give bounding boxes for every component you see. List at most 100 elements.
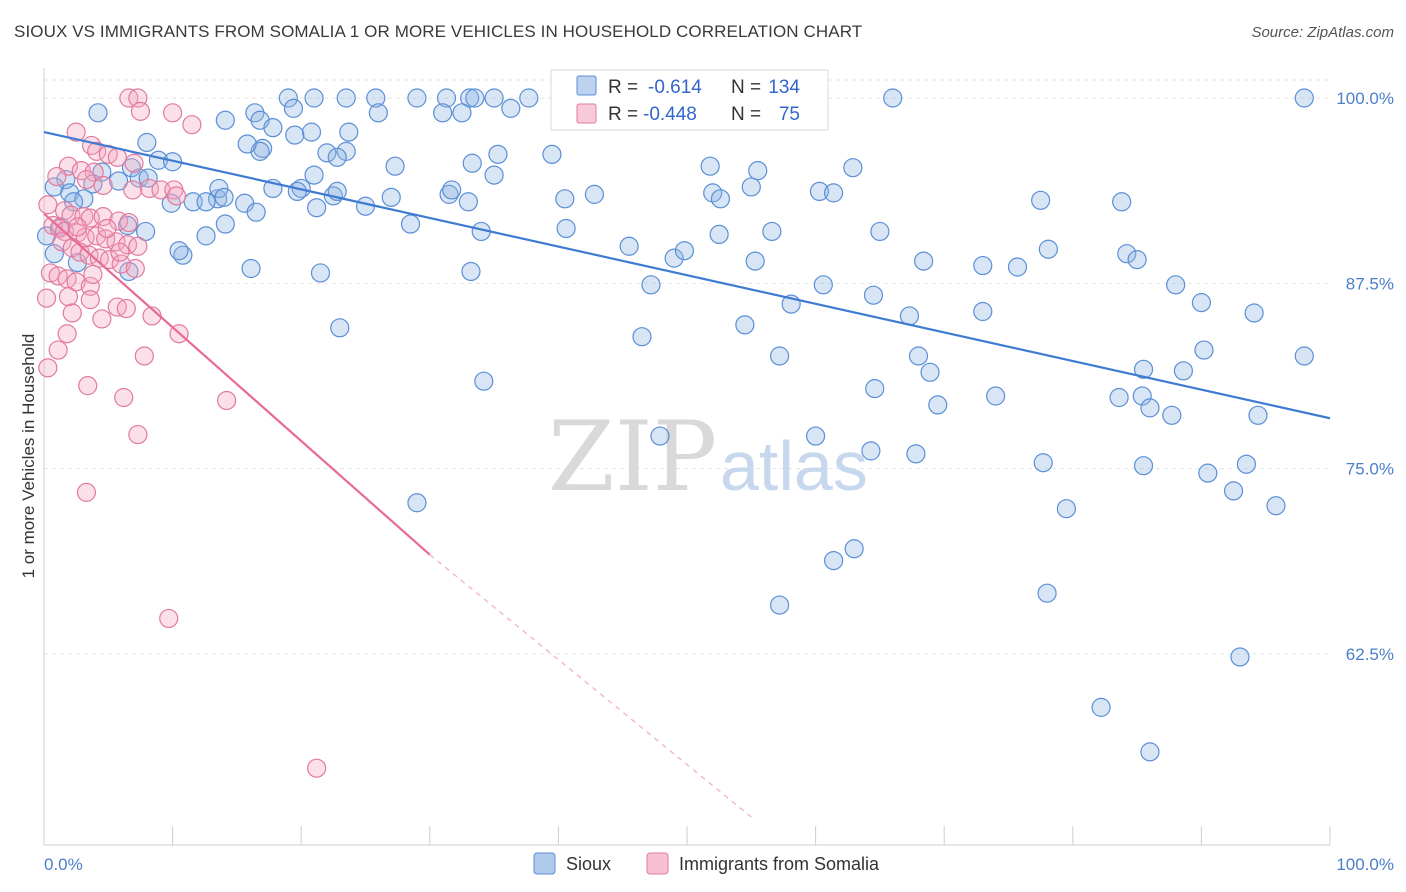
data-point: [824, 183, 844, 203]
data-point: [986, 386, 1006, 406]
data-point: [108, 211, 129, 231]
data-point: [1194, 340, 1214, 360]
data-point: [307, 758, 327, 778]
data-point: [163, 103, 183, 123]
data-points: [36, 88, 1314, 778]
source-credit: Source: ZipAtlas.com: [1251, 24, 1394, 41]
data-point: [253, 138, 273, 159]
data-point: [283, 98, 304, 118]
legend-n-label: N =: [731, 77, 761, 98]
data-point: [116, 298, 136, 319]
data-point: [209, 178, 229, 199]
data-point: [47, 166, 67, 187]
data-point: [196, 226, 216, 246]
data-point: [824, 550, 844, 571]
data-point: [304, 165, 324, 185]
data-point: [555, 189, 575, 209]
data-point: [914, 251, 934, 271]
data-point: [1223, 481, 1244, 501]
data-point: [1033, 453, 1053, 473]
data-point: [436, 88, 457, 108]
data-point: [214, 187, 234, 207]
legend-n-value-sioux: 134: [768, 77, 800, 98]
data-point: [310, 263, 331, 283]
data-point: [809, 181, 830, 202]
data-point: [1266, 496, 1286, 516]
data-point: [307, 198, 327, 218]
data-point: [519, 88, 539, 108]
data-point: [128, 424, 148, 445]
legend-n-label: N =: [731, 104, 761, 125]
data-point: [301, 122, 322, 142]
data-point: [169, 241, 189, 261]
legend-r-label: R =: [608, 104, 638, 125]
data-point: [278, 88, 298, 108]
data-point: [38, 195, 58, 215]
tick-labels: 62.5% 75.0% 87.5% 100.0% 0.0% 100.0%: [44, 89, 1394, 874]
trend-line: [43, 212, 431, 556]
data-point: [1056, 499, 1076, 519]
watermark-atlas: atlas: [720, 427, 868, 505]
data-point: [137, 132, 157, 153]
data-point: [88, 103, 108, 123]
data-point: [1007, 257, 1028, 277]
data-point: [973, 255, 993, 276]
data-point: [339, 122, 359, 142]
data-point: [920, 362, 940, 382]
data-point: [805, 426, 826, 446]
data-point: [863, 285, 884, 305]
data-point: [769, 595, 790, 615]
data-point: [125, 258, 145, 279]
data-point: [709, 224, 729, 245]
data-point: [844, 539, 864, 559]
data-point: [40, 263, 61, 283]
data-point: [66, 272, 86, 292]
legend-swatch-sioux: [576, 75, 597, 96]
data-point: [1112, 192, 1132, 212]
data-point: [442, 180, 462, 200]
data-point: [1166, 275, 1186, 295]
trend-lines: [43, 131, 1331, 818]
data-point: [484, 165, 504, 185]
data-point: [906, 444, 926, 464]
data-point: [114, 387, 134, 408]
data-point: [735, 315, 755, 335]
data-point: [460, 88, 480, 108]
data-point: [385, 156, 405, 176]
data-point: [1127, 250, 1147, 270]
data-point: [748, 161, 768, 181]
legend-label-somalia: Immigrants from Somalia: [679, 854, 880, 874]
series-legend: Sioux Immigrants from Somalia: [533, 852, 880, 875]
data-point: [196, 192, 216, 212]
data-point: [58, 287, 79, 307]
data-point: [741, 177, 761, 197]
data-point: [317, 143, 337, 163]
data-point: [843, 158, 863, 178]
legend-box: [550, 69, 829, 131]
data-point: [650, 426, 670, 446]
data-point: [368, 103, 388, 123]
series-sioux: [36, 88, 1314, 762]
data-point: [908, 346, 929, 366]
data-point: [1294, 346, 1314, 366]
data-point: [287, 181, 307, 202]
y-tick-label: 100.0%: [1336, 89, 1394, 108]
data-point: [237, 134, 257, 154]
data-point: [1091, 697, 1111, 717]
legend-swatch-somalia: [646, 852, 669, 875]
data-point: [664, 248, 684, 268]
y-tick-label: 87.5%: [1346, 274, 1394, 293]
data-point: [400, 214, 421, 234]
watermark-zip: ZIP: [548, 401, 717, 513]
data-point: [1037, 583, 1057, 603]
data-point: [1109, 387, 1129, 408]
data-point: [304, 88, 324, 108]
data-point: [484, 88, 504, 108]
data-point: [1133, 359, 1154, 379]
data-point: [870, 221, 890, 242]
y-tick-label: 62.5%: [1346, 645, 1394, 664]
data-point: [80, 290, 100, 310]
data-point: [1031, 190, 1051, 210]
chart-title: SIOUX VS IMMIGRANTS FROM SOMALIA 1 OR MO…: [14, 22, 863, 41]
